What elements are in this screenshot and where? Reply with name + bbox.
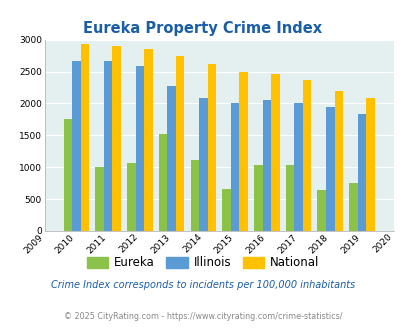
Bar bbox=[285, 165, 294, 231]
Bar bbox=[317, 189, 325, 231]
Bar bbox=[334, 91, 342, 231]
Bar bbox=[271, 74, 279, 231]
Bar bbox=[167, 85, 175, 231]
Bar bbox=[348, 182, 357, 231]
Bar bbox=[81, 44, 89, 231]
Bar bbox=[190, 159, 198, 231]
Text: © 2025 CityRating.com - https://www.cityrating.com/crime-statistics/: © 2025 CityRating.com - https://www.city… bbox=[64, 312, 341, 321]
Bar bbox=[262, 100, 271, 231]
Bar bbox=[72, 61, 81, 231]
Bar bbox=[127, 163, 135, 231]
Bar bbox=[254, 165, 262, 231]
Text: Eureka Property Crime Index: Eureka Property Crime Index bbox=[83, 21, 322, 36]
Bar bbox=[112, 46, 121, 231]
Bar bbox=[207, 64, 216, 231]
Bar bbox=[325, 107, 334, 231]
Bar bbox=[365, 98, 374, 231]
Bar bbox=[158, 134, 167, 231]
Bar bbox=[175, 55, 184, 231]
Bar bbox=[239, 72, 247, 231]
Legend: Eureka, Illinois, National: Eureka, Illinois, National bbox=[82, 252, 323, 274]
Bar bbox=[64, 119, 72, 231]
Bar bbox=[95, 167, 104, 231]
Bar bbox=[104, 61, 112, 231]
Bar bbox=[222, 189, 230, 231]
Bar bbox=[294, 103, 302, 231]
Bar bbox=[135, 66, 144, 231]
Bar bbox=[198, 98, 207, 231]
Bar bbox=[302, 81, 311, 231]
Bar bbox=[357, 114, 365, 231]
Bar bbox=[230, 103, 239, 231]
Text: Crime Index corresponds to incidents per 100,000 inhabitants: Crime Index corresponds to incidents per… bbox=[51, 280, 354, 290]
Bar bbox=[144, 49, 152, 231]
